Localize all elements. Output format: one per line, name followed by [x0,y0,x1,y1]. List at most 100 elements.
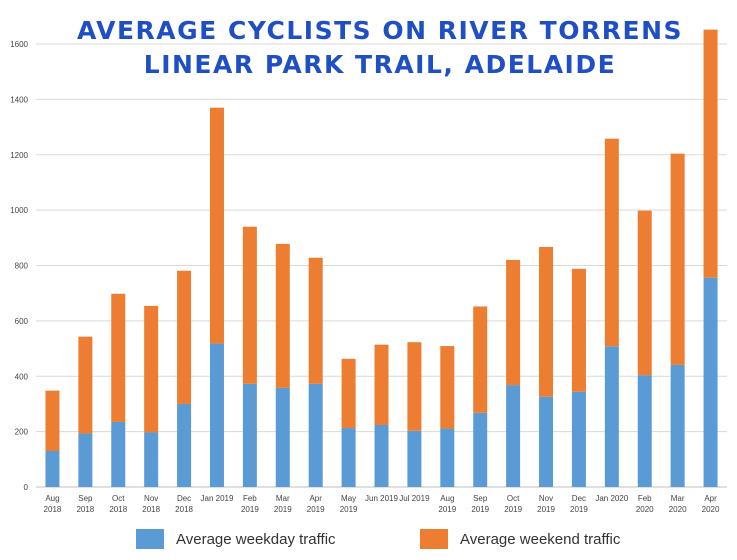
x-category-label: Oct [112,494,125,503]
bar-weekday [78,433,93,487]
bar-weekday [440,428,455,487]
bars [45,29,718,487]
y-tick-label: 800 [15,262,29,271]
bar-weekend [637,210,652,376]
x-category-label: Sep [78,494,93,503]
bar-weekday [407,430,422,487]
x-category-label: 2019 [307,505,325,514]
bar-weekend [308,257,323,384]
x-category-label: Feb [243,494,257,503]
x-category-label: 2019 [471,505,489,514]
y-tick-label: 1400 [10,95,28,104]
stacked-bar-chart: 0 200 400 600 800 1000 1200 1400 1600 Aug 2018 Sep… [10,29,727,514]
bar-weekend [111,293,126,422]
x-category-label: Aug [45,494,59,503]
x-category-label: 2018 [76,505,94,514]
x-category-label: 2019 [504,505,522,514]
bar-weekend [177,270,192,404]
bar-weekend [604,138,619,347]
bar-weekday [506,385,521,487]
x-category-label: Nov [144,494,158,503]
x-category-label: Jan 2019 [201,494,234,503]
legend-item-weekend: Average weekend traffic [420,526,620,552]
bar-weekend [45,390,60,452]
x-category-label: Jan 2020 [595,494,628,503]
chart-title-line-1: Average cyclists on River Torrens [76,16,683,45]
bar-weekend [209,107,224,344]
x-category-label: 2019 [274,505,292,514]
bar-weekday [670,364,685,487]
x-category-label: Oct [507,494,520,503]
bar-weekday [604,346,619,487]
bar-weekday [374,424,389,487]
bar-weekend [78,336,93,434]
bar-weekend [539,246,554,397]
bar-weekend [506,259,521,386]
x-category-label: Nov [539,494,553,503]
bar-weekday [209,343,224,487]
bar-weekday [703,277,718,487]
x-category-label: Dec [572,494,586,503]
bar-weekday [308,383,323,487]
x-category-label: 2018 [175,505,193,514]
x-category-label: Mar [276,494,290,503]
bar-weekend [703,29,718,278]
bar-weekday [242,383,257,487]
legend-swatch-weekday [136,529,164,549]
bar-weekday [473,412,488,487]
legend-label-weekend: Average weekend traffic [460,530,621,548]
x-category-label: Aug [440,494,454,503]
chart-title: Average cyclists on River Torrens Linear… [0,14,737,82]
bar-weekday [571,391,586,487]
x-category-label: 2018 [44,505,62,514]
x-category-label: Apr [704,494,717,503]
x-category-label: Mar [671,494,685,503]
y-tick-label: 600 [15,317,29,326]
x-category-label: Apr [309,494,322,503]
x-axis-categories: Aug 2018 Sep 2018 Oct 2018 Nov 2018 Dec 2018 Jan 2… [44,494,720,514]
bar-weekend [341,358,356,429]
y-tick-label: 1600 [10,40,28,49]
bar-weekday [177,403,192,487]
x-category-label: Jun 2019 [365,494,398,503]
legend-item-weekday: Average weekday traffic [136,526,336,552]
bar-weekend [374,344,389,425]
bar-weekend [670,153,685,365]
bar-weekend [440,346,455,429]
x-category-label: 2019 [340,505,358,514]
x-category-label: 2019 [570,505,588,514]
x-category-label: 2018 [142,505,160,514]
bar-weekday [111,421,126,487]
bar-weekend [144,305,159,433]
bar-weekday [341,428,356,487]
chart-title-line-2: Linear Park Trail, Adelaide [143,50,617,79]
bar-weekend [571,268,586,392]
x-category-label: Dec [177,494,191,503]
bar-weekday [144,432,159,487]
x-category-label: May [341,494,356,503]
x-category-label: Jul 2019 [399,494,430,503]
x-category-label: 2020 [636,505,654,514]
x-category-label: Feb [638,494,652,503]
y-tick-label: 400 [15,372,29,381]
bar-weekend [275,243,290,388]
legend: Average weekday traffic Average weekend … [0,526,737,552]
x-category-label: 2019 [537,505,555,514]
legend-label-weekday: Average weekday traffic [176,530,336,548]
bar-weekday [637,375,652,487]
x-category-label: Sep [473,494,488,503]
bar-weekend [242,226,257,384]
x-category-label: 2020 [669,505,687,514]
bar-weekday [45,451,60,487]
x-category-label: 2019 [438,505,456,514]
x-category-label: 2018 [109,505,127,514]
bar-weekend [473,306,488,413]
x-category-label: 2020 [702,505,720,514]
x-category-label: 2019 [241,505,259,514]
bar-weekend [407,342,422,431]
legend-swatch-weekend [420,529,448,549]
y-tick-label: 200 [15,428,29,437]
bar-weekday [275,387,290,487]
bar-weekday [539,396,554,487]
y-tick-label: 0 [24,483,29,492]
